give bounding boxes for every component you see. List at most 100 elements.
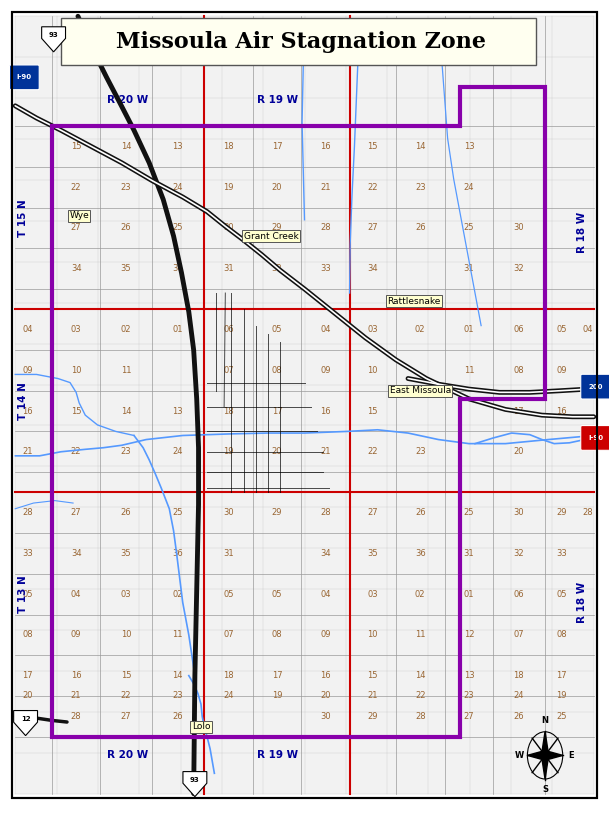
Text: 07: 07: [223, 630, 234, 640]
Text: 19: 19: [223, 182, 234, 192]
Text: 01: 01: [463, 589, 474, 599]
Text: 03: 03: [367, 325, 378, 335]
Text: 25: 25: [172, 508, 183, 518]
Text: 10: 10: [121, 630, 132, 640]
Text: 16: 16: [71, 671, 82, 681]
Text: Rattlesnake: Rattlesnake: [387, 296, 441, 306]
Text: Grant Creek: Grant Creek: [244, 231, 298, 241]
Text: 23: 23: [172, 691, 183, 701]
Text: 04: 04: [582, 325, 593, 335]
Text: 16: 16: [320, 406, 331, 416]
Text: 21: 21: [320, 182, 331, 192]
Text: 32: 32: [513, 549, 524, 558]
Polygon shape: [41, 27, 66, 52]
Polygon shape: [545, 751, 563, 760]
Text: 16: 16: [556, 406, 567, 416]
Text: 34: 34: [367, 264, 378, 274]
Text: 13: 13: [172, 406, 183, 416]
Text: 03: 03: [367, 589, 378, 599]
Text: 04: 04: [71, 589, 82, 599]
Text: 03: 03: [71, 325, 82, 335]
Text: 14: 14: [415, 142, 426, 151]
Text: 32: 32: [513, 264, 524, 274]
Text: 01: 01: [463, 325, 474, 335]
Text: 24: 24: [172, 182, 183, 192]
Text: 32: 32: [272, 264, 283, 274]
Text: 18: 18: [223, 142, 234, 151]
FancyBboxPatch shape: [581, 426, 609, 450]
Text: 35: 35: [121, 549, 132, 558]
Text: 18: 18: [223, 671, 234, 681]
Text: 23: 23: [463, 691, 474, 701]
Text: 15: 15: [71, 142, 82, 151]
Text: 27: 27: [367, 508, 378, 518]
Text: 02: 02: [172, 589, 183, 599]
Text: 21: 21: [22, 447, 33, 457]
Text: 17: 17: [513, 406, 524, 416]
Text: 25: 25: [172, 223, 183, 233]
Text: 05: 05: [223, 589, 234, 599]
Text: 10: 10: [367, 365, 378, 375]
Text: 09: 09: [71, 630, 82, 640]
Text: 01: 01: [172, 325, 183, 335]
Text: 29: 29: [367, 711, 378, 721]
Text: 16: 16: [320, 142, 331, 151]
Text: 22: 22: [367, 182, 378, 192]
Text: 25: 25: [463, 223, 474, 233]
Text: 10: 10: [71, 365, 82, 375]
Text: S: S: [542, 786, 548, 794]
Text: 25: 25: [556, 711, 567, 721]
Text: 31: 31: [223, 264, 234, 274]
Text: 22: 22: [121, 691, 132, 701]
Text: 08: 08: [272, 630, 283, 640]
Text: 14: 14: [415, 671, 426, 681]
Text: 16: 16: [320, 671, 331, 681]
Text: 17: 17: [556, 671, 567, 681]
Text: 20: 20: [272, 447, 283, 457]
Text: 28: 28: [71, 711, 82, 721]
Text: 28: 28: [320, 223, 331, 233]
Text: R 19 W: R 19 W: [256, 95, 298, 105]
Text: 27: 27: [367, 223, 378, 233]
Text: 09: 09: [22, 365, 33, 375]
Text: 11: 11: [172, 630, 183, 640]
Text: 13: 13: [463, 142, 474, 151]
Text: 14: 14: [121, 142, 132, 151]
Text: Wye: Wye: [69, 211, 89, 221]
Text: 19: 19: [556, 691, 567, 701]
Text: 27: 27: [71, 508, 82, 518]
Text: 33: 33: [556, 549, 567, 558]
Text: 23: 23: [415, 447, 426, 457]
Polygon shape: [183, 772, 207, 797]
Text: 93: 93: [190, 777, 200, 782]
Text: 06: 06: [513, 325, 524, 335]
Text: 06: 06: [513, 589, 524, 599]
Text: 14: 14: [172, 671, 183, 681]
Text: 30: 30: [513, 223, 524, 233]
Text: 24: 24: [463, 182, 474, 192]
Text: 26: 26: [415, 508, 426, 518]
Text: 24: 24: [223, 691, 234, 701]
Text: I-90: I-90: [588, 435, 603, 441]
Text: 36: 36: [172, 549, 183, 558]
Text: R 18 W: R 18 W: [577, 212, 586, 252]
Text: 28: 28: [320, 508, 331, 518]
Text: 15: 15: [367, 406, 378, 416]
Text: 02: 02: [415, 325, 426, 335]
Text: 15: 15: [71, 406, 82, 416]
Text: East Missoula: East Missoula: [390, 386, 451, 396]
Text: 29: 29: [272, 223, 283, 233]
Text: 19: 19: [223, 447, 234, 457]
Polygon shape: [541, 755, 549, 779]
Text: 33: 33: [320, 264, 331, 274]
Text: Missoula Air Stagnation Zone: Missoula Air Stagnation Zone: [116, 30, 487, 53]
Text: 23: 23: [415, 182, 426, 192]
Text: 03: 03: [121, 589, 132, 599]
Text: 08: 08: [556, 630, 567, 640]
Text: 30: 30: [320, 711, 331, 721]
Text: W: W: [515, 751, 524, 760]
Text: 93: 93: [49, 32, 58, 37]
Text: 200: 200: [588, 383, 603, 390]
Text: 08: 08: [22, 630, 33, 640]
Text: 20: 20: [22, 691, 33, 701]
